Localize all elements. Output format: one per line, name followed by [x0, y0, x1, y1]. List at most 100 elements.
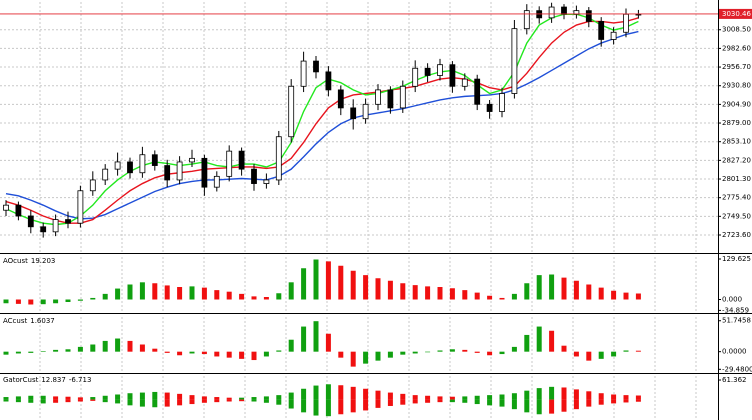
- candle-body: [635, 13, 642, 16]
- candle-body: [3, 204, 9, 211]
- histogram-bar: [28, 399, 34, 403]
- indicator-value: -6.713: [69, 376, 92, 384]
- candle-body: [189, 157, 195, 163]
- candle-body: [412, 67, 419, 87]
- y-tick-label: 2853.10: [722, 138, 751, 146]
- histogram-bar: [524, 399, 530, 413]
- histogram-bar: [226, 351, 232, 358]
- last-price-label: 3030.46: [722, 10, 751, 18]
- histogram-bar: [164, 351, 170, 353]
- last-price-box: [719, 8, 752, 19]
- histogram-bar: [487, 399, 493, 406]
- indicator-label: ACcust 1.6037: [3, 317, 55, 325]
- histogram-bar: [276, 399, 282, 405]
- y-tick-label: 2930.80: [722, 82, 751, 90]
- histogram-bar: [487, 395, 493, 400]
- histogram-bar: [462, 349, 468, 352]
- histogram-bar: [189, 399, 195, 405]
- histogram-bar: [375, 278, 381, 300]
- histogram-bar: [573, 389, 579, 400]
- histogram-bar: [77, 346, 83, 352]
- histogram-bar: [263, 399, 269, 403]
- histogram-bar: [586, 391, 592, 400]
- histogram-bar: [28, 395, 34, 400]
- histogram-bar: [40, 399, 46, 404]
- histogram-bar: [623, 350, 629, 352]
- histogram-bar: [375, 351, 381, 361]
- histogram-bar: [127, 340, 133, 352]
- histogram-bar: [251, 351, 257, 361]
- histogram-bar: [363, 399, 369, 411]
- y-tick-label: 2879.00: [722, 119, 751, 127]
- histogram-bar: [586, 399, 592, 407]
- histogram-bar: [549, 399, 555, 414]
- histogram-bar: [524, 283, 530, 300]
- histogram-bar: [573, 399, 579, 410]
- histogram-bar: [350, 386, 356, 400]
- histogram-bar: [65, 299, 71, 302]
- histogram-bar: [115, 338, 121, 352]
- candle-body: [201, 157, 208, 188]
- histogram-bar: [425, 286, 431, 300]
- histogram-bar: [449, 399, 455, 403]
- histogram-bar: [487, 351, 493, 356]
- histogram-bar: [139, 392, 145, 400]
- histogram-bar: [487, 295, 493, 300]
- histogram-bar: [611, 351, 617, 357]
- histogram-bar: [363, 351, 369, 364]
- histogram-bar: [3, 399, 9, 402]
- histogram-bar: [400, 283, 406, 300]
- candle-body: [238, 150, 245, 170]
- indicator-value: 1.6037: [30, 317, 55, 325]
- histogram-bar: [598, 351, 604, 359]
- histogram-bar: [251, 296, 257, 300]
- histogram-bar: [536, 275, 542, 300]
- histogram-bar: [437, 396, 443, 400]
- histogram-bar: [611, 399, 617, 404]
- y-tick-label: 129.625: [722, 255, 751, 263]
- histogram-bar: [412, 399, 418, 404]
- histogram-bar: [288, 399, 294, 409]
- histogram-bar: [102, 399, 108, 403]
- candle-body: [499, 93, 505, 112]
- candle-body: [598, 21, 605, 40]
- histogram-bar: [499, 394, 505, 400]
- y-tick-label: 3008.50: [722, 26, 751, 34]
- histogram-bar: [561, 277, 567, 300]
- histogram-bar: [313, 385, 319, 400]
- histogram-bar: [425, 399, 431, 403]
- candle-body: [52, 219, 59, 233]
- histogram-bar: [65, 399, 71, 403]
- histogram-bar: [226, 399, 232, 402]
- histogram-bar: [474, 351, 480, 353]
- histogram-bar: [425, 395, 431, 400]
- histogram-bar: [177, 351, 183, 356]
- histogram-bar: [474, 292, 480, 300]
- histogram-bar: [251, 399, 257, 402]
- histogram-bar: [350, 270, 356, 300]
- candle-body: [461, 78, 468, 87]
- histogram-bar: [77, 399, 83, 402]
- histogram-bar: [115, 288, 121, 300]
- histogram-bar: [387, 392, 393, 400]
- histogram-bar: [511, 399, 517, 410]
- histogram-bar: [3, 397, 9, 400]
- candle-body: [288, 85, 295, 138]
- y-tick-label: 2749.50: [722, 212, 751, 220]
- candle-body: [164, 165, 171, 181]
- histogram-bar: [276, 350, 282, 352]
- y-tick-label: 2775.40: [722, 194, 751, 202]
- histogram-bar: [598, 399, 604, 405]
- candle-body: [263, 179, 270, 184]
- candle-body: [375, 89, 381, 105]
- histogram-bar: [375, 390, 381, 400]
- histogram-bar: [90, 399, 96, 401]
- histogram-bar: [288, 339, 294, 352]
- histogram-bar: [177, 287, 183, 300]
- histogram-bar: [363, 275, 369, 300]
- histogram-bar: [152, 391, 158, 400]
- histogram-bar: [28, 351, 34, 353]
- histogram-bar: [635, 293, 641, 300]
- histogram-bar: [462, 396, 468, 400]
- histogram-bar: [214, 397, 220, 400]
